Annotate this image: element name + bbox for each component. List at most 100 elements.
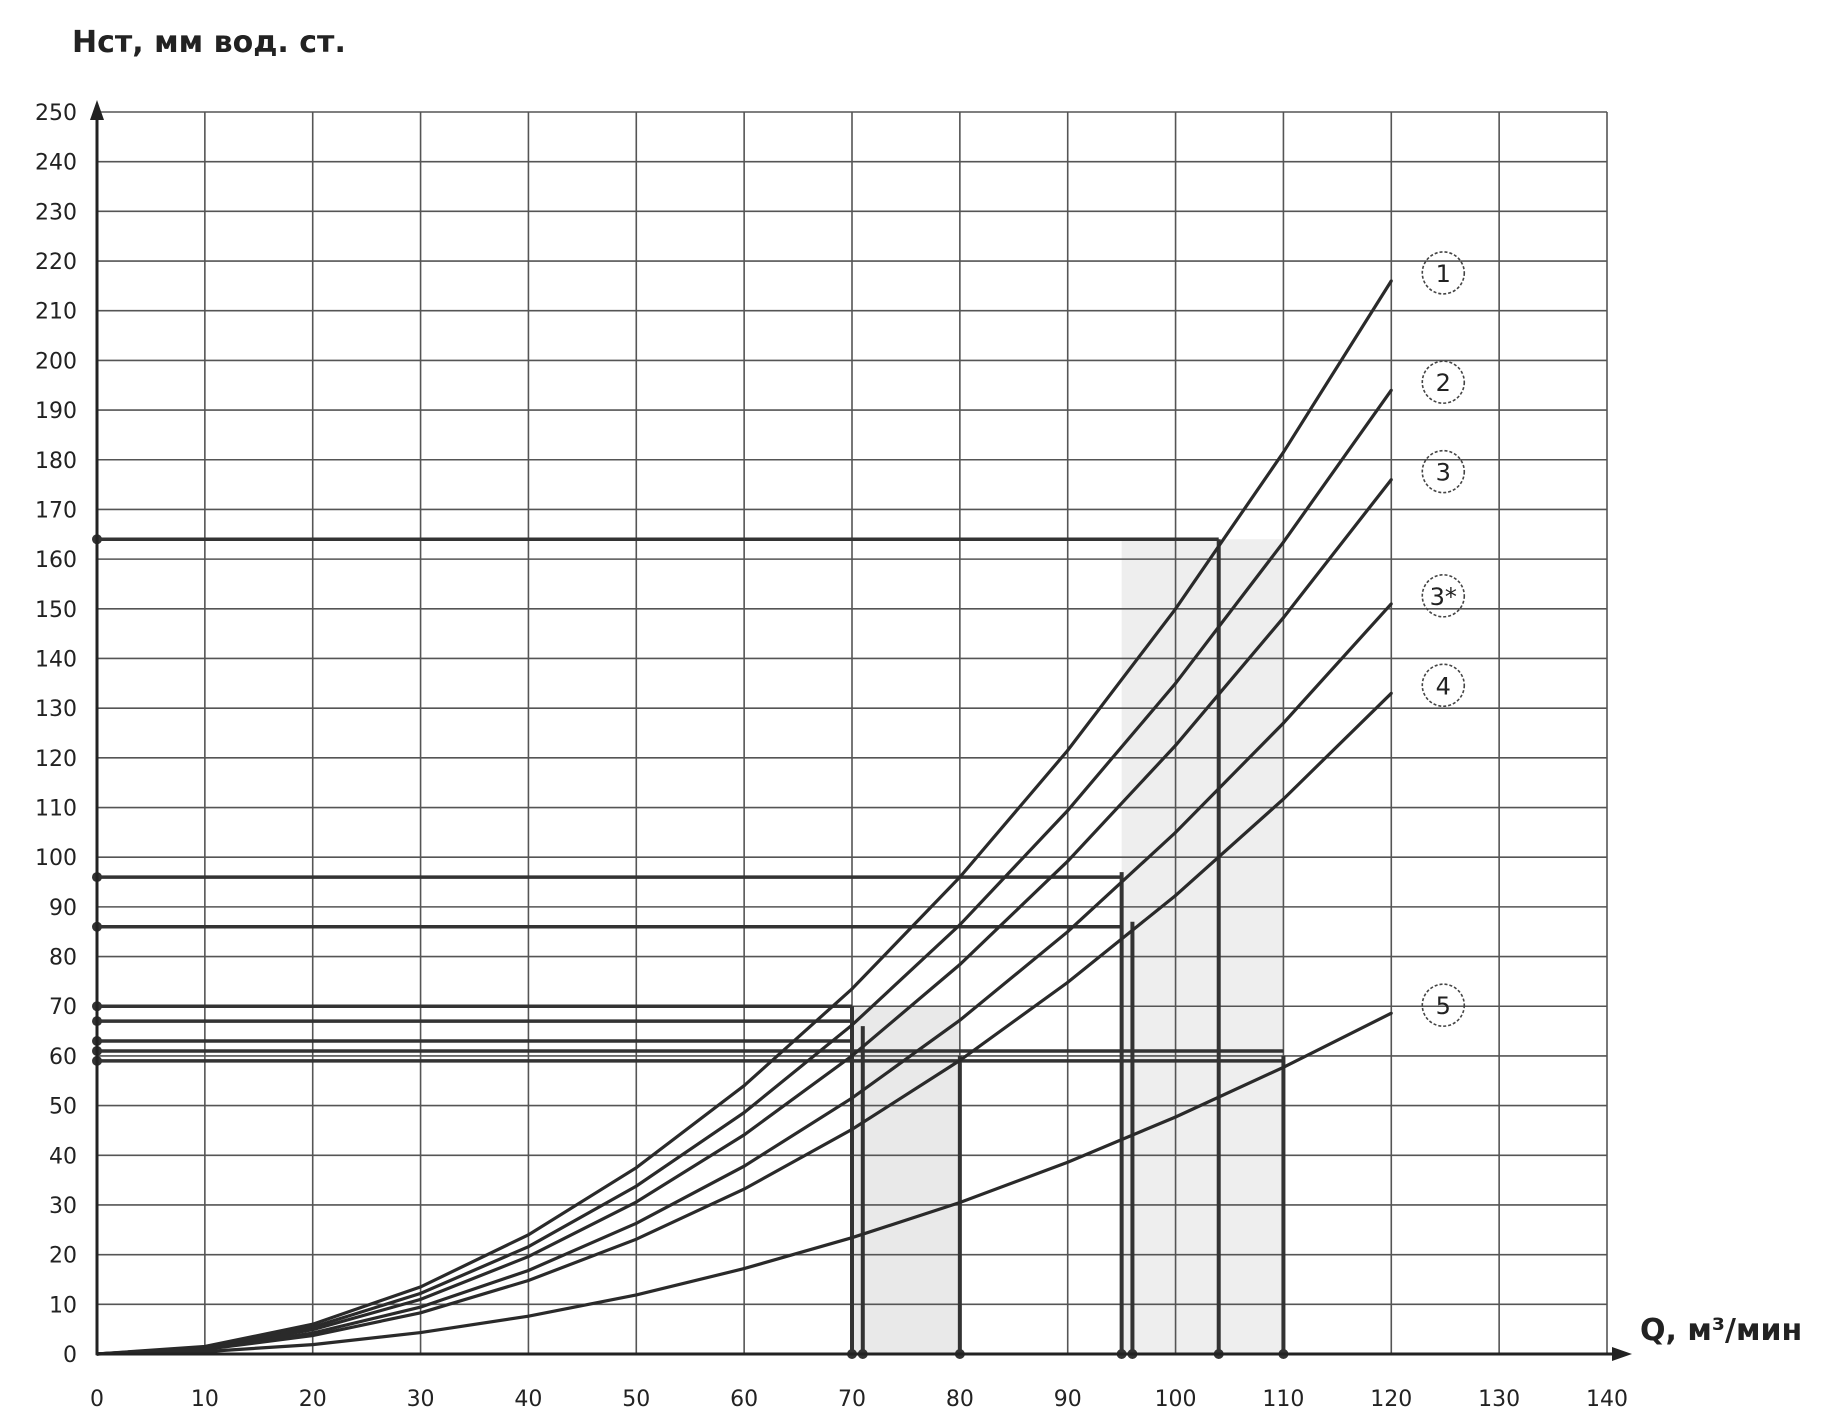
y-tick-label: 70 bbox=[49, 995, 77, 1020]
data-point bbox=[1174, 893, 1178, 897]
y-tick-label: 60 bbox=[49, 1045, 77, 1070]
y-tick-label: 50 bbox=[49, 1095, 77, 1120]
data-point bbox=[1389, 602, 1393, 606]
data-point bbox=[311, 1328, 315, 1332]
data-point bbox=[958, 1018, 962, 1022]
data-point bbox=[958, 923, 962, 927]
y-tick-label: 230 bbox=[35, 200, 77, 225]
data-point bbox=[1066, 809, 1070, 813]
data-point bbox=[742, 1267, 746, 1271]
data-point bbox=[742, 1111, 746, 1115]
data-point bbox=[1281, 450, 1285, 454]
x-tick-label: 70 bbox=[838, 1387, 866, 1412]
y-tick-label: 30 bbox=[49, 1194, 77, 1219]
data-point bbox=[1066, 930, 1070, 934]
data-point bbox=[850, 1096, 854, 1100]
data-point bbox=[742, 1164, 746, 1168]
data-point bbox=[850, 1127, 854, 1131]
series-label: 1 bbox=[1436, 260, 1451, 288]
y-axis-title: Hст, мм вод. ст. bbox=[72, 25, 346, 60]
y-tick-label: 180 bbox=[35, 449, 77, 474]
data-point bbox=[419, 1297, 423, 1301]
x-tick-label: 130 bbox=[1478, 1387, 1520, 1412]
data-point bbox=[1389, 478, 1393, 482]
y-tick-label: 190 bbox=[35, 399, 77, 424]
y-tick-label: 170 bbox=[35, 498, 77, 523]
data-point bbox=[850, 1236, 854, 1240]
data-point bbox=[1174, 607, 1178, 611]
y-tick-label: 220 bbox=[35, 250, 77, 275]
data-point bbox=[526, 1314, 530, 1318]
data-point bbox=[958, 963, 962, 967]
y-tick-label: 100 bbox=[35, 846, 77, 871]
y-tick-label: 200 bbox=[35, 349, 77, 374]
data-point bbox=[1066, 748, 1070, 752]
x-tick-label: 60 bbox=[730, 1387, 758, 1412]
data-point bbox=[419, 1285, 423, 1289]
data-point bbox=[526, 1255, 530, 1259]
x-tick-label: 20 bbox=[299, 1387, 327, 1412]
data-point bbox=[1281, 540, 1285, 544]
series-label: 2 bbox=[1436, 369, 1451, 397]
x-tick-label: 0 bbox=[90, 1387, 104, 1412]
data-point bbox=[634, 1184, 638, 1188]
data-point bbox=[850, 1054, 854, 1058]
x-axis-title: Q, м³/мин bbox=[1640, 1313, 1802, 1348]
y-tick-label: 10 bbox=[49, 1293, 77, 1318]
y-tick-label: 80 bbox=[49, 946, 77, 971]
data-point bbox=[419, 1305, 423, 1309]
data-point bbox=[1174, 681, 1178, 685]
data-point bbox=[634, 1200, 638, 1204]
data-point bbox=[850, 987, 854, 991]
grid bbox=[97, 111, 1608, 1354]
x-tick-label: 40 bbox=[514, 1387, 542, 1412]
data-point bbox=[742, 1187, 746, 1191]
data-point bbox=[1066, 859, 1070, 863]
x-axis-arrow bbox=[1612, 1347, 1632, 1361]
series-label-circle bbox=[1421, 251, 1466, 295]
data-point bbox=[526, 1245, 530, 1249]
data-point bbox=[850, 1023, 854, 1027]
data-point bbox=[311, 1343, 315, 1347]
x-tick-label: 50 bbox=[622, 1387, 650, 1412]
series-curves bbox=[95, 279, 1393, 1356]
y-axis-arrow bbox=[90, 100, 104, 120]
data-point bbox=[634, 1221, 638, 1225]
x-tick-label: 110 bbox=[1262, 1387, 1304, 1412]
x-tick-label: 30 bbox=[407, 1387, 435, 1412]
y-tick-label: 210 bbox=[35, 300, 77, 325]
y-tick-label: 110 bbox=[35, 797, 77, 822]
shaded-band-a bbox=[852, 1006, 960, 1354]
data-point bbox=[742, 1084, 746, 1088]
y-tick-label: 20 bbox=[49, 1244, 77, 1269]
data-point bbox=[634, 1293, 638, 1297]
series-labels: 1 2 3 3* 4 5 bbox=[1421, 251, 1466, 1027]
series-label-circle bbox=[1421, 663, 1466, 708]
data-point bbox=[526, 1233, 530, 1237]
data-point bbox=[311, 1322, 315, 1326]
x-tick-label: 140 bbox=[1586, 1387, 1628, 1412]
data-point bbox=[419, 1331, 423, 1335]
series-label-circle bbox=[1421, 360, 1466, 405]
y-tick-label: 120 bbox=[35, 747, 77, 772]
data-point bbox=[1281, 1065, 1285, 1069]
data-point bbox=[634, 1166, 638, 1170]
data-point bbox=[958, 1200, 962, 1204]
series-label: 5 bbox=[1436, 992, 1451, 1020]
data-point bbox=[742, 1133, 746, 1137]
y-tick-label: 0 bbox=[63, 1343, 77, 1368]
series-label-circle bbox=[1421, 574, 1466, 618]
series-label: 3 bbox=[1436, 459, 1451, 487]
axes bbox=[90, 100, 1632, 1361]
data-point bbox=[526, 1269, 530, 1273]
y-tick-label: 150 bbox=[35, 598, 77, 623]
data-point bbox=[419, 1291, 423, 1295]
shaded-band-b bbox=[1121, 539, 1284, 1354]
data-point bbox=[958, 1058, 962, 1062]
y-tick-label: 130 bbox=[35, 697, 77, 722]
data-point bbox=[958, 875, 962, 879]
x-tick-label: 80 bbox=[946, 1387, 974, 1412]
data-point bbox=[1389, 279, 1393, 283]
y-tick-label: 90 bbox=[49, 896, 77, 921]
